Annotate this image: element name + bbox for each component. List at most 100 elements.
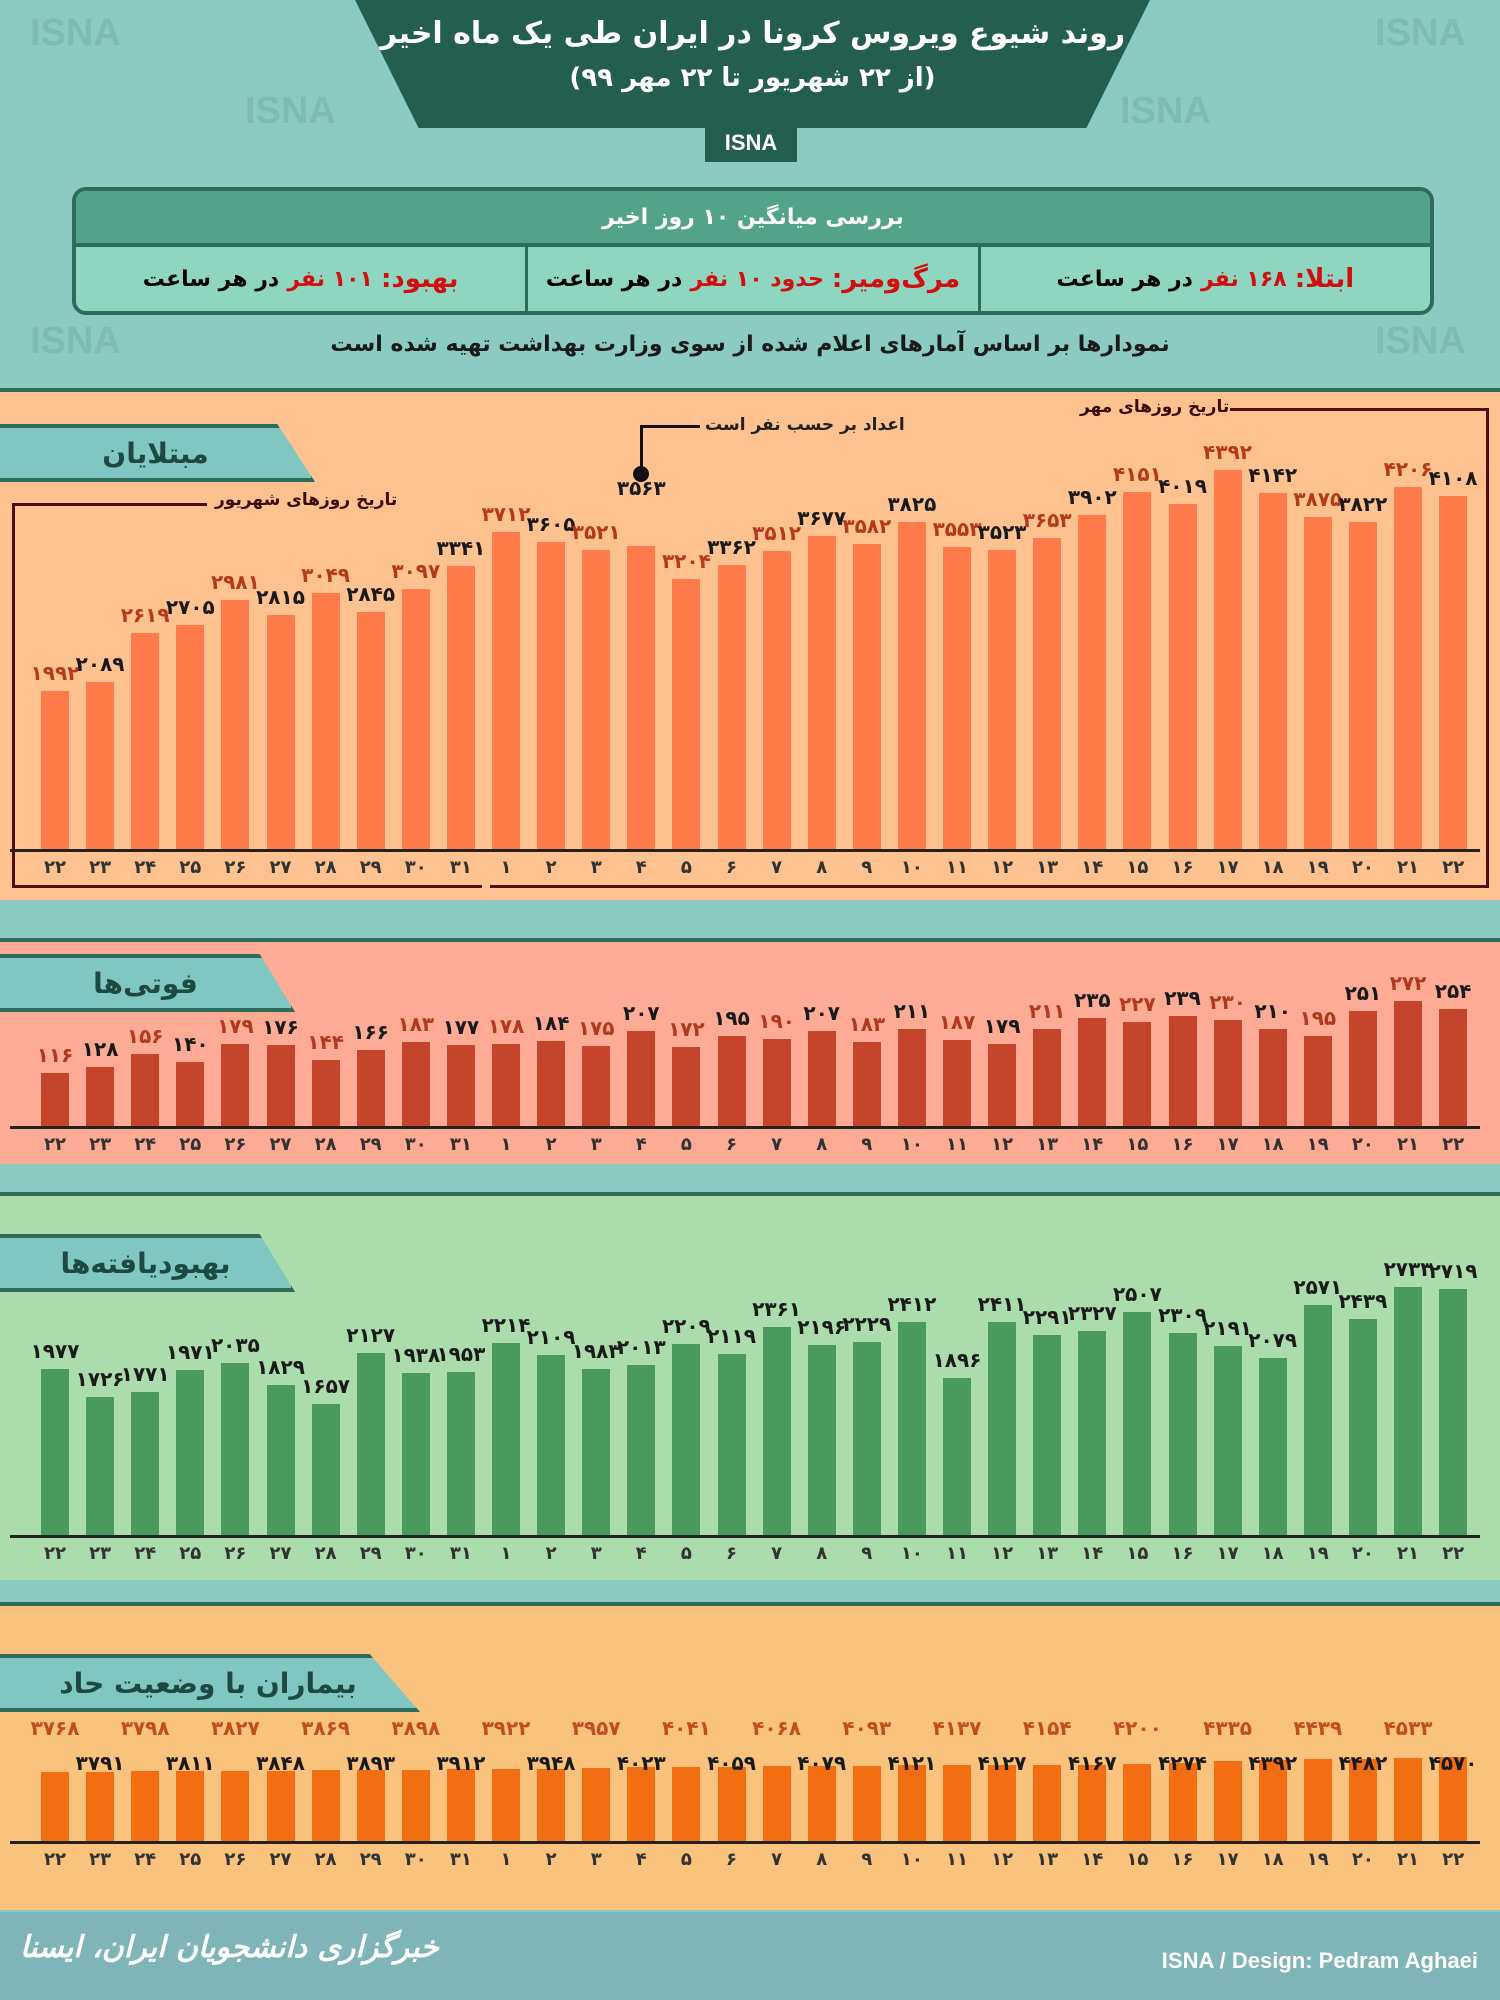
summary-value: حدود ۱۰ نفر <box>690 266 824 292</box>
data-label: ۱۸۹۶ <box>932 1348 982 1373</box>
x-tick-label: ۱۴ <box>1081 1849 1104 1870</box>
page-title: روند شیوع ویروس کرونا در ایران طی یک ماه… <box>379 16 1126 51</box>
data-label: ۴۱۲۱ <box>887 1751 937 1775</box>
units-pointer <box>640 425 700 428</box>
data-label: ۴۵۳۳ <box>1383 1716 1433 1740</box>
data-label: ۱۸۴ <box>532 1011 570 1036</box>
bar <box>627 1365 656 1535</box>
bar <box>762 550 791 849</box>
data-label: ۱۸۲۹ <box>256 1355 305 1380</box>
data-label: ۱۵۶ <box>126 1024 164 1049</box>
x-tick-label: ۲۸ <box>314 1134 337 1155</box>
bar <box>1303 1036 1332 1126</box>
bar <box>672 579 701 849</box>
bar <box>1439 495 1468 849</box>
x-tick-label: ۲۳ <box>89 1543 112 1564</box>
data-label: ۲۸۱۵ <box>256 584 305 609</box>
bar <box>582 1768 611 1841</box>
bar <box>401 1041 430 1126</box>
bar <box>717 1766 746 1841</box>
x-tick-label: ۱۱ <box>946 1543 968 1564</box>
x-tick-label: ۲۷ <box>269 1134 292 1155</box>
x-tick-label: ۱۲ <box>991 1849 1014 1870</box>
data-label: ۱۹۰ <box>758 1008 795 1033</box>
x-tick-label: ۲۳ <box>89 1134 112 1155</box>
x-tick-label: ۱۰ <box>900 1849 923 1870</box>
x-tick-label: ۱۶ <box>1171 857 1194 878</box>
data-label: ۴۲۰۰ <box>1112 1716 1162 1740</box>
bar <box>1033 1028 1062 1126</box>
data-label: ۴۳۹۲ <box>1248 1751 1298 1775</box>
bar <box>672 1344 701 1535</box>
bar <box>1213 1345 1242 1535</box>
bar <box>537 542 566 849</box>
bar <box>1348 1758 1377 1841</box>
data-label: ۴۱۲۷ <box>977 1751 1027 1775</box>
data-label: ۲۲۲۹ <box>842 1311 892 1336</box>
data-label: ۴۲۷۴ <box>1158 1751 1207 1775</box>
data-label: ۱۲۸ <box>81 1037 119 1062</box>
summary-recovery: بهبود: ۱۰۱ نفر در هر ساعت <box>76 247 525 311</box>
units-dot <box>633 466 649 482</box>
data-label: ۲۳۶۱ <box>752 1297 801 1322</box>
bar <box>627 1030 656 1126</box>
x-tick-label: ۱۵ <box>1126 1134 1149 1155</box>
shahrivar-bracket <box>12 885 482 888</box>
bar <box>1394 1757 1422 1841</box>
x-tick-label: ۲۴ <box>134 1849 157 1870</box>
bar <box>221 599 250 849</box>
x-tick-label: ۲۳ <box>89 857 112 878</box>
bar <box>1348 522 1377 849</box>
bar <box>492 1769 520 1841</box>
x-tick-label: ۴ <box>635 857 647 878</box>
summary-label: مرگ‌ومیر: <box>831 264 961 294</box>
x-tick-label: ۱۷ <box>1216 857 1239 878</box>
bar <box>401 1373 430 1535</box>
x-tick-label: ۲۵ <box>179 1134 202 1155</box>
deaths-title: فوتی‌ها <box>0 954 295 1012</box>
x-tick-label: ۱۲ <box>991 857 1014 878</box>
watermark: ISNA <box>30 320 121 362</box>
data-label: ۳۹۰۲ <box>1067 484 1117 509</box>
data-label: ۲۰۸۹ <box>75 651 125 676</box>
x-tick-label: ۸ <box>816 1543 828 1564</box>
data-label: ۱۸۳ <box>397 1011 435 1036</box>
summary-label: ابتلا: <box>1294 264 1355 294</box>
mehr-bracket <box>490 885 1488 888</box>
x-tick-label: ۱۰ <box>900 1134 923 1155</box>
bar <box>86 1396 115 1535</box>
x-tick-label: ۳۱ <box>449 1543 472 1564</box>
bar <box>176 1771 205 1841</box>
x-tick-label: ۱۶ <box>1171 1849 1194 1870</box>
bar <box>131 1771 160 1841</box>
x-tick-label: ۲۶ <box>224 1543 247 1564</box>
bar <box>1213 1761 1242 1841</box>
bar <box>762 1327 791 1535</box>
data-label: ۲۵۴ <box>1434 979 1472 1004</box>
data-label: ۲۰۷ <box>622 1000 660 1025</box>
data-label: ۲۲۷ <box>1119 991 1156 1016</box>
bar <box>762 1038 791 1126</box>
x-tick-label: ۱۸ <box>1261 857 1284 878</box>
data-label: ۲۸۴۵ <box>346 582 396 607</box>
x-tick-label: ۵ <box>680 1543 692 1564</box>
data-label: ۲۱۱۹ <box>707 1323 756 1348</box>
x-tick-label: ۲۱ <box>1397 1849 1419 1870</box>
x-tick-label: ۶ <box>726 857 737 878</box>
watermark: ISNA <box>245 90 336 132</box>
summary-suffix: در هر ساعت <box>1056 266 1193 292</box>
critical-panel: بیماران با وضعیت حاد ۳۷۶۸ ۲۲ ۳۷۹۱ ۲۳ ۳۷۹۸ ۲۴ ۳۸… <box>0 1602 1500 1910</box>
data-label: ۱۹۹۲ <box>30 660 80 685</box>
bar <box>1303 1304 1332 1535</box>
bar <box>1168 1016 1197 1126</box>
x-tick-label: ۷ <box>771 1134 783 1155</box>
x-tick-label: ۲۹ <box>359 857 382 878</box>
summary-suffix: در هر ساعت <box>142 266 280 292</box>
watermark: ISNA <box>1120 90 1211 132</box>
bar <box>1033 1764 1062 1841</box>
x-tick-label: ۵ <box>680 857 692 878</box>
bar <box>492 1044 520 1126</box>
x-tick-label: ۷ <box>771 857 783 878</box>
x-tick-label: ۱۰ <box>900 857 923 878</box>
x-axis <box>10 1535 1480 1538</box>
